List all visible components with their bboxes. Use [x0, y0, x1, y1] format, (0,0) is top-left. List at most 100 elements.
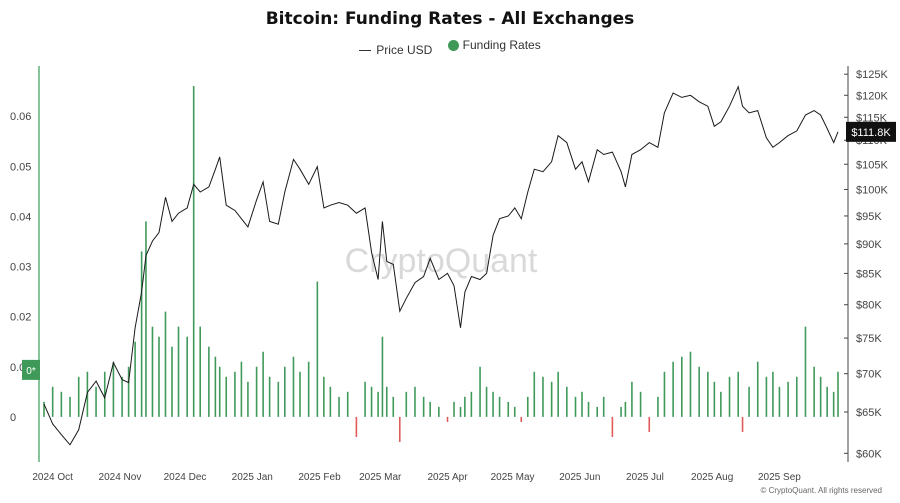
funding-bar: [507, 401, 510, 417]
funding-bar: [103, 371, 106, 417]
x-tick-label: 2025 Sep: [758, 472, 801, 483]
funding-bar: [657, 396, 659, 417]
funding-bar: [186, 336, 188, 417]
funding-bar: [268, 376, 271, 417]
x-tick-label: 2025 Jul: [626, 472, 664, 483]
y-left-tick-label: 0.02: [10, 312, 31, 324]
funding-bar: [377, 391, 379, 417]
y-right-tick-label: $115K: [856, 112, 888, 124]
y-right-tick-label: $95K: [856, 211, 882, 223]
funding-bar: [479, 366, 481, 417]
funding-bar: [720, 391, 722, 417]
y-right-tick-label: $100K: [856, 184, 888, 196]
x-tick-label: 2025 Mar: [359, 472, 402, 483]
funding-bar: [385, 386, 388, 417]
funding-bar: [648, 416, 651, 432]
legend: Price USD Funding Rates: [0, 38, 900, 57]
funding-bar: [214, 356, 217, 417]
funding-bar: [307, 361, 310, 417]
funding-bar: [520, 416, 523, 422]
funding-bar: [199, 326, 201, 417]
funding-bar: [381, 336, 384, 417]
y-left-tick-label: 0: [10, 412, 16, 424]
funding-bar: [707, 371, 709, 417]
funding-bar: [43, 401, 45, 417]
y-right-tick-label: $75K: [856, 333, 882, 345]
funding-bar: [804, 326, 807, 417]
funding-bar: [299, 371, 301, 417]
legend-item-price[interactable]: Price USD: [359, 43, 432, 57]
funding-bar: [398, 416, 401, 442]
x-tick-label: 2025 Apr: [427, 472, 468, 483]
y-right-tick-label: $80K: [856, 300, 882, 312]
funding-bar: [728, 376, 731, 417]
funding-bar: [127, 366, 130, 417]
funding-bar: [234, 371, 236, 417]
x-tick-label: 2025 Jan: [232, 472, 273, 483]
x-tick-label: 2025 May: [491, 472, 535, 483]
funding-bar: [737, 371, 740, 417]
funding-bar: [438, 406, 440, 417]
funding-bar: [346, 391, 349, 417]
legend-item-funding[interactable]: Funding Rates: [447, 38, 541, 52]
y-left-tick-label: 0.04: [10, 211, 31, 223]
funding-bar: [470, 391, 473, 417]
funding-bar: [446, 416, 449, 422]
funding-bar: [151, 326, 154, 417]
funding-bar: [698, 366, 700, 417]
y-right-tick-label: $70K: [856, 369, 882, 381]
y-right-tick-label: $125K: [856, 69, 888, 81]
funding-bar: [177, 326, 180, 417]
funding-bar: [95, 386, 97, 417]
funding-bar: [145, 221, 147, 417]
funding-bar: [624, 401, 627, 417]
funding-bar: [422, 396, 425, 417]
funding-bar: [596, 406, 598, 417]
y-right-tick-label: $90K: [856, 239, 882, 251]
x-tick-label: 2024 Oct: [32, 472, 73, 483]
funding-bar: [60, 391, 63, 417]
funding-bar: [323, 376, 325, 417]
funding-bar: [225, 376, 228, 417]
funding-bar: [392, 396, 395, 417]
funding-bar: [526, 396, 529, 417]
funding-bar: [355, 416, 358, 437]
funding-bar: [620, 406, 622, 417]
funding-bar: [741, 416, 744, 432]
y-left-tick-label: 0.03: [10, 262, 31, 274]
funding-bar: [485, 386, 488, 417]
funding-bar: [292, 356, 295, 417]
chart-title: Bitcoin: Funding Rates - All Exchanges: [265, 9, 635, 29]
funding-bar: [832, 391, 835, 417]
funding-bar: [69, 396, 71, 417]
funding-bar: [171, 346, 173, 417]
copyright-note: © CryptoQuant. All rights reserved: [760, 486, 883, 495]
funding-bar: [284, 366, 286, 417]
funding-bar: [51, 386, 54, 417]
funding-bar: [405, 391, 408, 417]
funding-bar: [672, 361, 674, 417]
funding-bar: [77, 376, 80, 417]
funding-bar: [364, 381, 366, 417]
x-tick-label: 2024 Dec: [164, 472, 207, 483]
y-right-tick-label: $60K: [856, 448, 882, 460]
y-left-tick-label: 0.06: [10, 111, 31, 123]
funding-bar: [663, 371, 666, 417]
funding-bar: [639, 391, 642, 417]
line-swatch-icon: [359, 49, 372, 51]
funding-bar: [453, 401, 455, 417]
funding-bar: [772, 371, 774, 417]
funding-bar: [689, 351, 692, 417]
funding-bar: [158, 336, 160, 417]
funding-bar: [277, 381, 280, 417]
funding-bar: [631, 381, 633, 417]
funding-bar: [208, 346, 210, 417]
funding-bar: [513, 406, 516, 417]
funding-bar: [121, 376, 123, 417]
y-right-tick-label: $120K: [856, 90, 888, 102]
x-tick-label: 2025 Aug: [691, 472, 733, 483]
funding-bar: [218, 366, 221, 417]
funding-bar: [429, 401, 431, 417]
legend-label-price: Price USD: [376, 43, 433, 57]
